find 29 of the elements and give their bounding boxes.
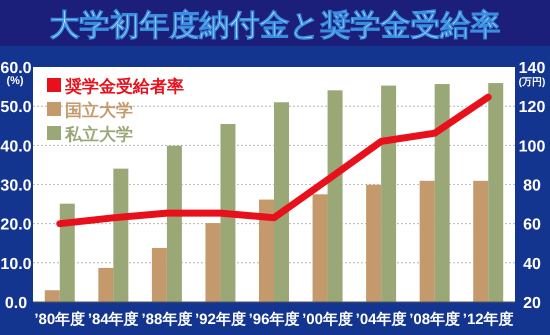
x-tick-label: ’08年度 (409, 310, 460, 328)
x-tick-label: ’12年度 (462, 310, 514, 328)
x-tick-label: ’96年度 (248, 310, 300, 328)
y-axis-title: (%) (6, 75, 24, 87)
y2-tick-label: 20 (523, 295, 541, 312)
legend-label: 国立大学 (65, 101, 133, 120)
y2-tick-label: 140 (518, 60, 546, 77)
y2-tick-label: 60 (523, 216, 541, 234)
y-tick-label: 40.0 (0, 138, 32, 156)
legend-label: 私立大学 (64, 125, 133, 144)
y-tick-label: 50.0 (0, 99, 32, 116)
x-tick-label: ’84年度 (88, 310, 139, 328)
y2-tick-label: 100 (518, 138, 546, 156)
chart-title: 大学初年度納付金と奨学金受給率 (50, 8, 500, 42)
x-tick-label: ’04年度 (356, 310, 407, 328)
y2-tick-label: 120 (518, 99, 546, 116)
legend-label: 奨学金受給者率 (64, 77, 184, 96)
y-tick-label: 30.0 (0, 178, 32, 194)
x-tick-label: ’88年度 (141, 310, 192, 328)
y-tick-label: 0.0 (4, 295, 28, 312)
y2-tick-label: 40 (523, 256, 541, 273)
x-tick-label: ’80年度 (34, 310, 86, 328)
y-tick-label: 20.0 (0, 216, 32, 234)
x-tick-label: ’92年度 (195, 310, 246, 328)
y-tick-label: 60.0 (0, 60, 32, 77)
y-tick-label: 10.0 (0, 256, 32, 273)
y2-axis-title: (万円) (518, 77, 546, 88)
y2-tick-label: 80 (523, 178, 541, 194)
x-tick-label: ’00年度 (302, 310, 353, 328)
